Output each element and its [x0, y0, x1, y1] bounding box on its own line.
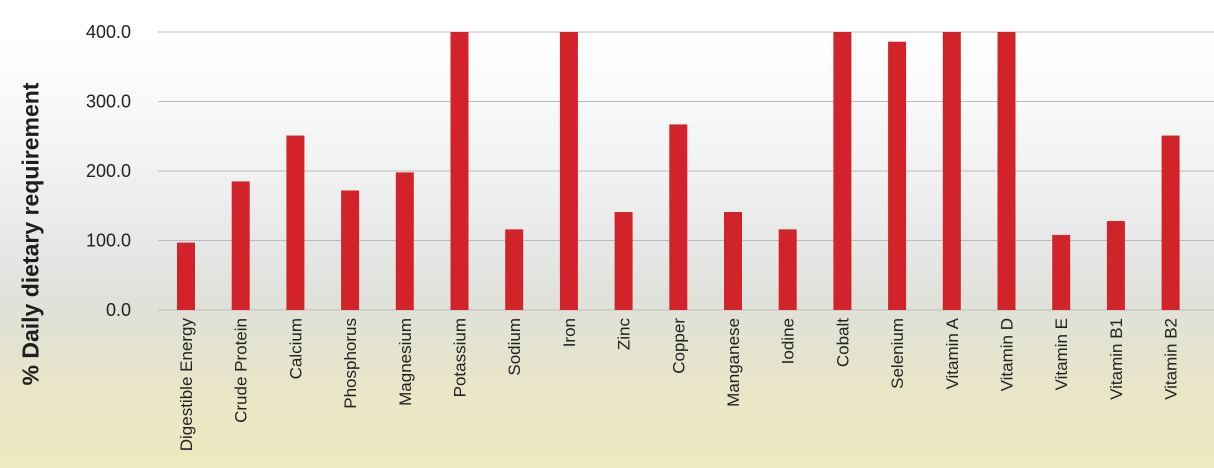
x-category-label: Crude Protein — [232, 318, 251, 423]
bar-vitamin-d — [997, 32, 1016, 310]
bar-zinc — [614, 212, 633, 310]
y-tick-label: 400.0 — [86, 22, 131, 42]
x-category-label: Sodium — [505, 318, 524, 376]
bar-vitamin-b1 — [1106, 221, 1125, 310]
x-category-label: Vitamin E — [1052, 318, 1071, 390]
bar-calcium — [286, 135, 305, 310]
bar-iodine — [778, 229, 797, 310]
bars — [177, 32, 1180, 310]
bar-vitamin-e — [1052, 234, 1071, 310]
bar-crude-protein — [231, 181, 250, 310]
x-category-label: Vitamin B2 — [1162, 318, 1181, 400]
bar-magnesium — [395, 172, 414, 310]
bar-cobalt — [833, 32, 852, 310]
bar-manganese — [724, 212, 742, 310]
bar-phosphorus — [341, 190, 360, 310]
bar-vitamin-b2 — [1161, 135, 1180, 310]
x-category-label: Copper — [669, 318, 688, 374]
x-category-label: Potassium — [451, 318, 470, 397]
y-tick-label: 200.0 — [86, 161, 131, 181]
x-category-label: Manganese — [724, 318, 743, 407]
x-category-label: Cobalt — [833, 318, 852, 367]
x-category-label: Magnesium — [396, 318, 415, 406]
x-category-label: Vitamin B1 — [1107, 318, 1126, 400]
y-tick-label: 300.0 — [86, 92, 131, 112]
bar-iron — [559, 32, 578, 310]
bar-copper — [669, 124, 688, 310]
x-category-label: Calcium — [286, 318, 305, 379]
bar-sodium — [505, 229, 524, 310]
x-category-label: Vitamin D — [998, 318, 1017, 391]
y-tick-label: 100.0 — [86, 231, 131, 251]
x-category-label: Zinc — [615, 318, 634, 351]
bar-digestible-energy — [177, 242, 195, 310]
x-axis-categories: Digestible Energy Crude Protein Calcium Pho… — [177, 317, 1181, 451]
bar-potassium — [450, 32, 469, 310]
x-category-label: Iodine — [779, 318, 798, 364]
bar-selenium — [888, 41, 907, 310]
x-category-label: Phosphorus — [341, 318, 360, 409]
x-category-label: Vitamin A — [943, 317, 962, 389]
bar-vitamin-a — [942, 32, 961, 310]
x-category-label: Iron — [560, 318, 579, 347]
y-tick-label: 0.0 — [106, 300, 131, 320]
x-category-label: Digestible Energy — [177, 318, 196, 452]
y-axis-ticks: 400.0 300.0 200.0 100.0 0.0 — [86, 22, 131, 320]
x-category-label: Selenium — [888, 318, 907, 389]
